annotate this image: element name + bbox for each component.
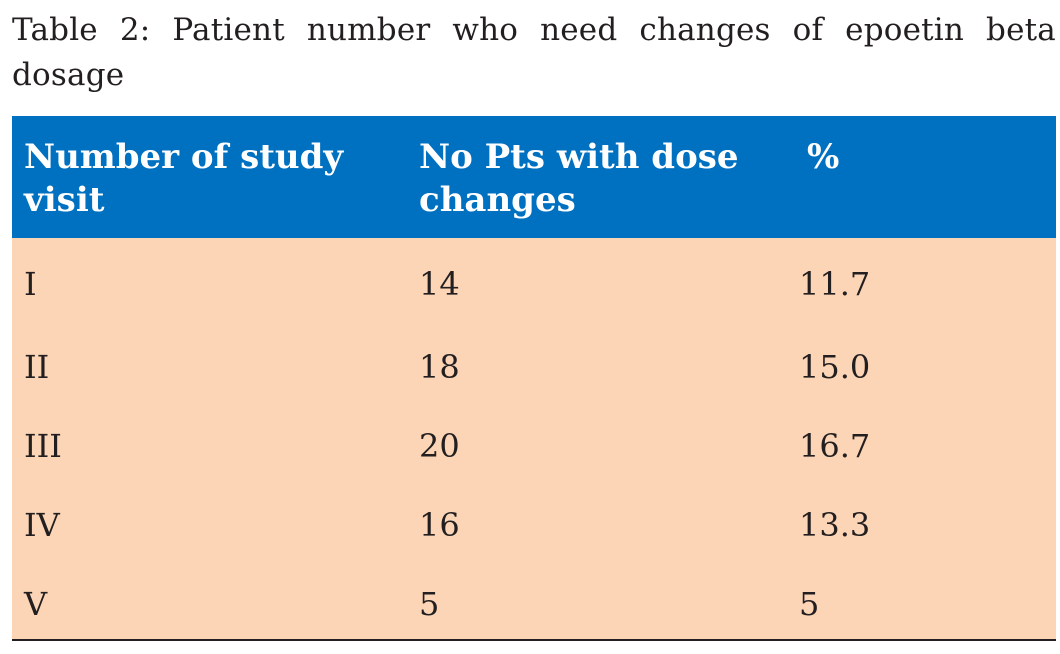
table-body: I 14 11.7 II 18 15.0 III 20 16.7 IV 16 1… bbox=[12, 238, 1056, 639]
cell-count: 5 bbox=[419, 584, 440, 623]
data-table-container: Number of study visit No Pts with dose c… bbox=[12, 116, 1056, 641]
cell-percent: 5 bbox=[799, 584, 820, 623]
header-patients-with-dose-changes: No Pts with dose changes bbox=[419, 137, 739, 220]
cell-visit: III bbox=[24, 426, 62, 465]
table-header: Number of study visit No Pts with dose c… bbox=[12, 116, 1056, 238]
header-percent: % bbox=[807, 137, 840, 177]
cell-percent: 15.0 bbox=[799, 347, 871, 386]
table-row: III 20 16.7 bbox=[12, 402, 1056, 481]
header-row: Number of study visit No Pts with dose c… bbox=[12, 116, 1056, 238]
cell-visit: II bbox=[24, 347, 50, 386]
cell-visit: IV bbox=[24, 505, 60, 544]
header-study-visit: Number of study visit bbox=[24, 137, 344, 220]
cell-count: 18 bbox=[419, 347, 460, 386]
dose-changes-table: Number of study visit No Pts with dose c… bbox=[12, 116, 1056, 639]
table-row: I 14 11.7 bbox=[12, 238, 1056, 323]
table-bottom-rule bbox=[12, 639, 1056, 641]
table-caption: Table 2: Patient number who need changes… bbox=[12, 12, 1056, 93]
cell-percent: 16.7 bbox=[799, 426, 871, 465]
table-row: V 5 5 bbox=[12, 560, 1056, 639]
table-row: II 18 15.0 bbox=[12, 323, 1056, 402]
cell-visit: V bbox=[24, 584, 48, 623]
cell-percent: 13.3 bbox=[799, 505, 871, 544]
cell-percent: 11.7 bbox=[799, 264, 871, 303]
cell-count: 14 bbox=[419, 264, 460, 303]
table-row: IV 16 13.3 bbox=[12, 481, 1056, 560]
cell-visit: I bbox=[24, 264, 37, 303]
cell-count: 16 bbox=[419, 505, 460, 544]
cell-count: 20 bbox=[419, 426, 460, 465]
